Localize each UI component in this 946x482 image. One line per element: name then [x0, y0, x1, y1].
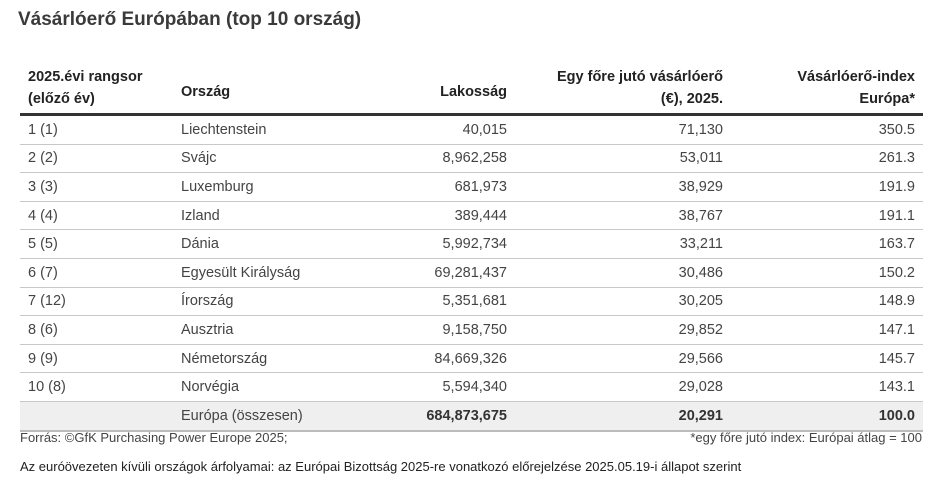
- country-cell: Liechtenstein: [173, 114, 389, 145]
- rank-cell: 2 (2): [20, 144, 173, 174]
- table-row: 7 (12) Írország 5,351,681 30,205 148.9: [20, 287, 923, 317]
- rank-cell: 10 (8): [20, 372, 173, 402]
- index-cell: 191.9: [731, 172, 923, 202]
- population-cell: 9,158,750: [389, 315, 515, 345]
- country-cell: Írország: [173, 287, 389, 317]
- page-title: Vásárlóerő Európában (top 10 ország): [18, 9, 362, 30]
- index-cell: 147.1: [731, 315, 923, 345]
- total-row: Európa (összesen) 684,873,675 20,291 100.0: [20, 401, 923, 432]
- rank-cell: 9 (9): [20, 344, 173, 374]
- header-index-line1: Vásárlóerő-index: [797, 69, 915, 85]
- empty-cell: [20, 401, 173, 432]
- header-per-capita: Egy főre jutó vásárlóerő (€), 2025.: [515, 64, 731, 116]
- table-row: 6 (7) Egyesült Királyság 69,281,437 30,486 1…: [20, 258, 923, 288]
- population-cell: 5,992,734: [389, 229, 515, 259]
- rank-cell: 6 (7): [20, 258, 173, 288]
- per-capita-cell: 53,011: [515, 144, 731, 174]
- header-per-capita-line2: (€), 2025.: [660, 91, 723, 107]
- population-cell: 5,594,340: [389, 372, 515, 402]
- index-cell: 261.3: [731, 144, 923, 174]
- per-capita-cell: 30,205: [515, 287, 731, 317]
- rank-cell: 4 (4): [20, 201, 173, 231]
- index-cell: 350.5: [731, 114, 923, 145]
- rank-cell: 3 (3): [20, 172, 173, 202]
- country-cell: Németország: [173, 344, 389, 374]
- rank-cell: 5 (5): [20, 229, 173, 259]
- per-capita-cell: 71,130: [515, 114, 731, 145]
- rank-cell: 8 (6): [20, 315, 173, 345]
- header-country: Ország: [173, 64, 389, 116]
- header-rank: 2025.évi rangsor (előző év): [20, 64, 173, 116]
- header-population: Lakosság: [389, 64, 515, 116]
- population-cell: 69,281,437: [389, 258, 515, 288]
- header-rank-line1: 2025.évi rangsor: [28, 69, 143, 85]
- table-row: 9 (9) Németország 84,669,326 29,566 145.7: [20, 344, 923, 374]
- population-cell: 40,015: [389, 114, 515, 145]
- index-cell: 145.7: [731, 344, 923, 374]
- table-row: 2 (2) Svájc 8,962,258 53,011 261.3: [20, 144, 923, 174]
- table-row: 10 (8) Norvégia 5,594,340 29,028 143.1: [20, 372, 923, 402]
- country-cell: Ausztria: [173, 315, 389, 345]
- country-cell: Dánia: [173, 229, 389, 259]
- table-row: 8 (6) Ausztria 9,158,750 29,852 147.1: [20, 315, 923, 345]
- total-population-cell: 684,873,675: [389, 401, 515, 432]
- per-capita-cell: 38,767: [515, 201, 731, 231]
- table-row: 1 (1) Liechtenstein 40,015 71,130 350.5: [20, 114, 923, 145]
- country-cell: Norvégia: [173, 372, 389, 402]
- per-capita-cell: 29,566: [515, 344, 731, 374]
- per-capita-cell: 38,929: [515, 172, 731, 202]
- per-capita-cell: 33,211: [515, 229, 731, 259]
- rank-cell: 1 (1): [20, 114, 173, 145]
- country-cell: Svájc: [173, 144, 389, 174]
- index-cell: 150.2: [731, 258, 923, 288]
- header-index: Vásárlóerő-index Európa*: [731, 64, 923, 116]
- country-cell: Izland: [173, 201, 389, 231]
- country-cell: Egyesült Királyság: [173, 258, 389, 288]
- index-cell: 191.1: [731, 201, 923, 231]
- index-cell: 148.9: [731, 287, 923, 317]
- population-cell: 681,973: [389, 172, 515, 202]
- per-capita-cell: 30,486: [515, 258, 731, 288]
- header-rank-line2: (előző év): [28, 91, 95, 107]
- table-row: 3 (3) Luxemburg 681,973 38,929 191.9: [20, 172, 923, 202]
- header-per-capita-line1: Egy főre jutó vásárlóerő: [557, 69, 723, 85]
- total-country-cell: Európa (összesen): [173, 401, 389, 432]
- table-row: 4 (4) Izland 389,444 38,767 191.1: [20, 201, 923, 231]
- total-per-capita-cell: 20,291: [515, 401, 731, 432]
- per-capita-cell: 29,852: [515, 315, 731, 345]
- header-index-line2: Európa*: [859, 91, 915, 107]
- index-footnote: *egy főre jutó index: Európai átlag = 10…: [690, 430, 922, 445]
- population-cell: 5,351,681: [389, 287, 515, 317]
- purchasing-power-table: 2025.évi rangsor (előző év) Ország Lakoss…: [20, 64, 923, 432]
- total-index-cell: 100.0: [731, 401, 923, 432]
- per-capita-cell: 29,028: [515, 372, 731, 402]
- country-cell: Luxemburg: [173, 172, 389, 202]
- population-cell: 84,669,326: [389, 344, 515, 374]
- rank-cell: 7 (12): [20, 287, 173, 317]
- table-row: 5 (5) Dánia 5,992,734 33,211 163.7: [20, 229, 923, 259]
- index-cell: 163.7: [731, 229, 923, 259]
- population-cell: 8,962,258: [389, 144, 515, 174]
- source-note: Forrás: ©GfK Purchasing Power Europe 202…: [20, 430, 288, 445]
- population-cell: 389,444: [389, 201, 515, 231]
- index-cell: 143.1: [731, 372, 923, 402]
- exchange-rate-note: Az euróövezeten kívüli országok árfolyam…: [20, 459, 742, 474]
- table-header-row: 2025.évi rangsor (előző év) Ország Lakoss…: [20, 64, 923, 116]
